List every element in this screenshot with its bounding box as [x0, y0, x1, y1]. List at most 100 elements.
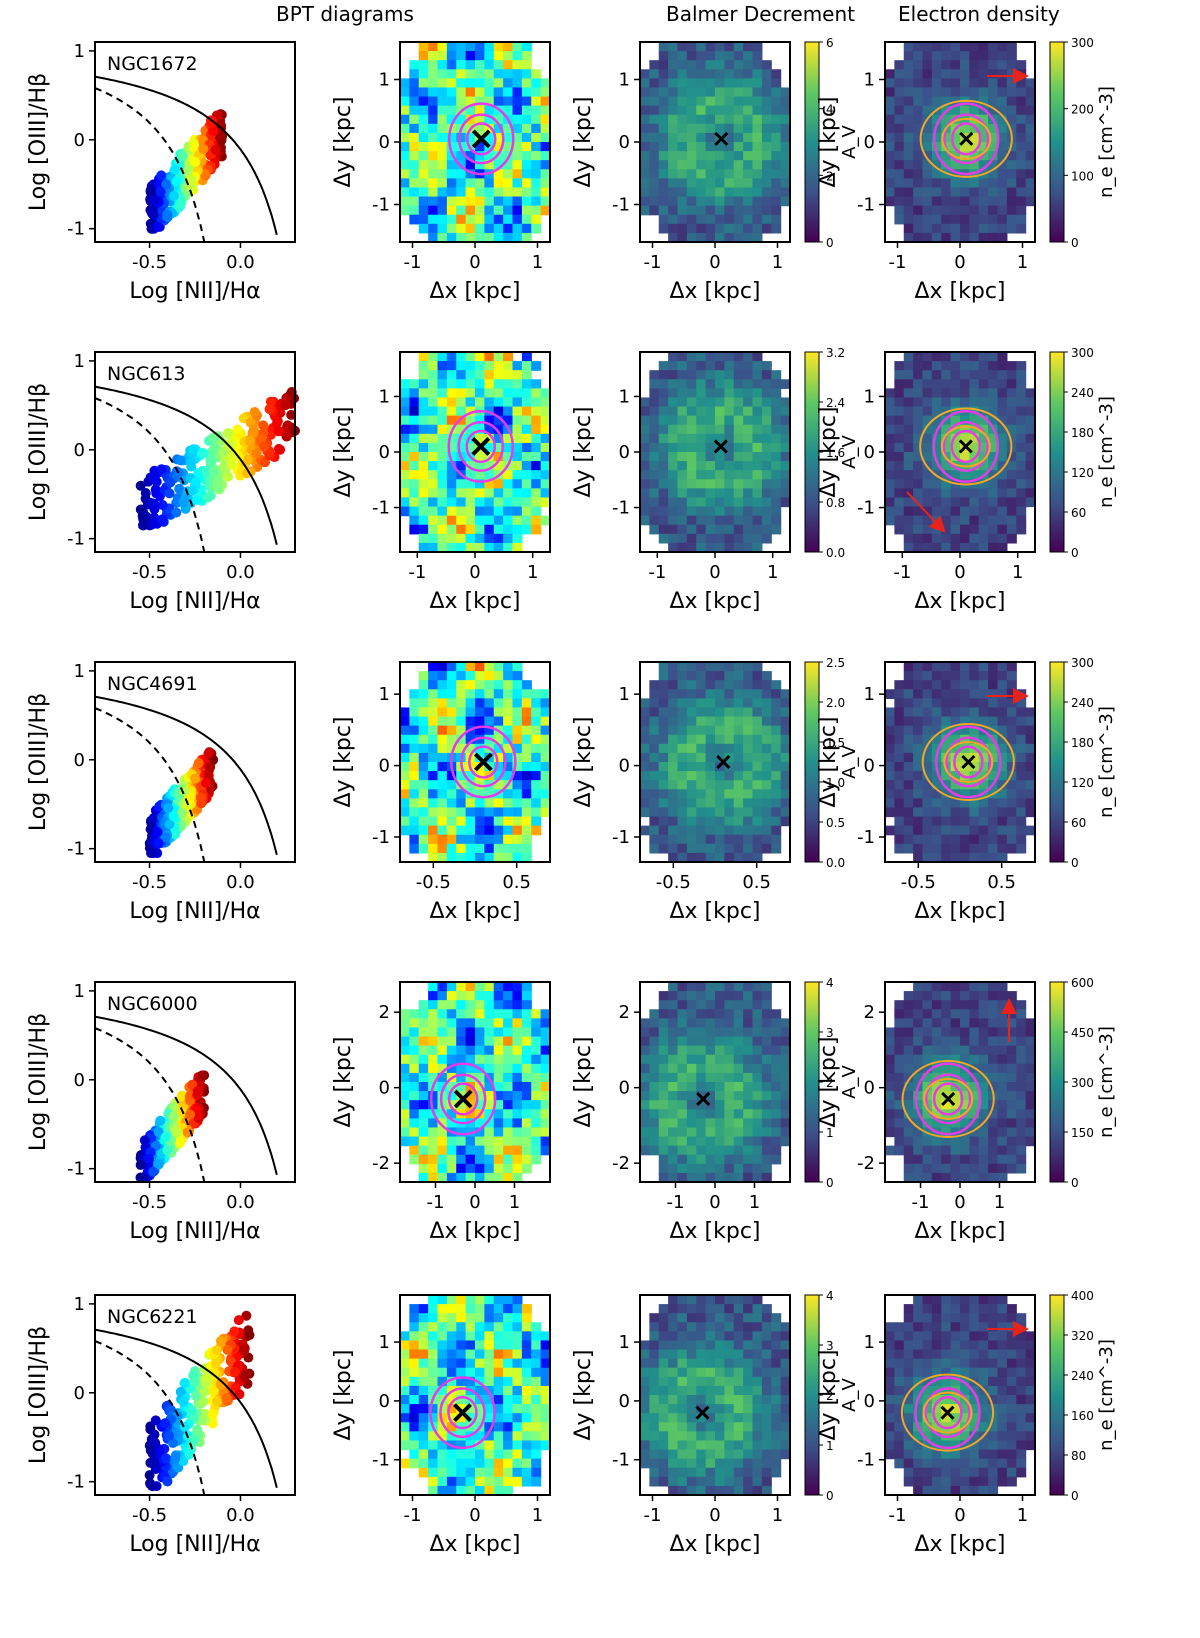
row4-map-pixel	[503, 1127, 514, 1138]
row3-ne-pixel	[997, 716, 1008, 727]
row4-map-pixel	[503, 1063, 514, 1074]
row1-av-pixel	[743, 87, 754, 98]
row4-map-pixel	[540, 1091, 551, 1101]
row1-map-pixel	[437, 51, 448, 61]
row2-map-pixel	[418, 352, 429, 362]
row3-map-pixel	[428, 671, 439, 681]
row1-ne-pixel	[978, 114, 989, 125]
row3-map-pixel	[409, 689, 420, 699]
row4-av-pixel	[686, 1082, 697, 1092]
row4-av-pixel	[771, 1154, 782, 1165]
row2-map-pixel	[493, 361, 504, 371]
row3-map-pixel	[400, 798, 410, 809]
row3-map-pixel	[484, 852, 495, 863]
row1-map-pixel	[409, 60, 420, 70]
row2-map-pixel	[540, 415, 551, 426]
row2-map-pixel	[456, 388, 467, 399]
row2-ne-pixel	[997, 506, 1008, 517]
row4-av-pixel	[715, 1109, 725, 1119]
row3-map-pixel	[540, 716, 551, 727]
row3-map-pixel	[503, 798, 514, 809]
row3-ne-pixel	[922, 825, 933, 836]
row2-map-pixel	[512, 388, 523, 399]
row3-av-pixel	[733, 780, 744, 790]
row1-ne-pixel	[950, 178, 961, 189]
row2-ne-pixel	[894, 433, 905, 444]
row2-map-pixel	[456, 497, 467, 508]
row1-ne-contour-orange	[919, 99, 1013, 178]
row3-map-pixel	[456, 843, 467, 854]
row3-ne-pixel	[1016, 771, 1027, 781]
row1-map-pixel	[428, 123, 439, 134]
row1-av-pixel	[724, 160, 735, 170]
row4-av-pixel	[696, 1063, 707, 1074]
row3-av-pixel	[761, 816, 772, 827]
row2-ne-pixel	[922, 433, 933, 444]
row1-map-pixel	[437, 42, 448, 52]
row4-av-xtick-label: 0	[709, 1192, 720, 1213]
row2-av-pixel	[668, 433, 679, 444]
row4-av-pixel	[686, 1045, 697, 1056]
row2-av-pixel	[724, 379, 735, 389]
row2-av-pixel	[649, 370, 660, 380]
row4-av-pixel	[733, 1054, 744, 1065]
row3-av-pixel	[761, 707, 772, 718]
row4-av-pixel	[640, 1027, 650, 1038]
row3-ne-pixel	[1016, 725, 1027, 736]
row1-av-pixel	[733, 160, 744, 170]
row2-map-pixel	[475, 470, 485, 480]
row2-map-pixel	[512, 415, 523, 426]
row1-map-pixel	[446, 223, 457, 234]
row1-av-pixel	[668, 96, 679, 107]
row3-map-pixel	[493, 752, 504, 763]
row2-bpt-point	[187, 485, 198, 496]
row1-map-pixel	[484, 114, 495, 125]
row2-av-pixel	[715, 415, 725, 426]
row1-ne-xtick-label: 1	[1017, 252, 1028, 273]
row1-av-pixel	[743, 105, 754, 116]
row1-ne-pixel	[997, 60, 1008, 70]
row4-map-pixel	[503, 1172, 514, 1183]
row2-av-pixel	[724, 415, 735, 426]
row3-map-pixel	[540, 734, 551, 745]
row3-av-pixel	[677, 843, 688, 854]
row1-ne-pixel	[1025, 78, 1036, 89]
row2-ne-pixel	[1016, 515, 1027, 526]
row1-ne-pixel	[931, 42, 942, 52]
row3-av-pixel	[640, 716, 650, 727]
row3-av-pixel	[780, 807, 791, 818]
row1-map-pixel	[540, 160, 551, 170]
row1-ne-pixel	[950, 51, 961, 61]
row3-av-pixel	[696, 752, 707, 763]
row1-map-pixel	[428, 232, 439, 243]
row2-ne-pixel	[894, 397, 905, 408]
row2-ne-pixel	[913, 370, 924, 380]
row4-map-pixel	[521, 1082, 532, 1092]
row3-ne-pixel	[960, 798, 970, 809]
row4-av-pixel	[771, 1145, 782, 1156]
row4-bpt-ytick-label: 1	[74, 981, 85, 1002]
row2-map-pixel	[437, 397, 448, 408]
row4-av-pixel	[780, 1072, 791, 1083]
row1-map-pixel	[418, 214, 429, 225]
row3-ne-pixel	[885, 752, 895, 763]
row4-map-pixel	[493, 991, 504, 1001]
row3-av-pixel	[677, 780, 688, 790]
row1-map-pixel	[493, 205, 504, 216]
row3-av-pixel	[649, 843, 660, 854]
row1-ne-pixel	[903, 232, 914, 243]
row4-av-pixel	[752, 982, 763, 992]
row3-ne-pixel	[960, 725, 970, 736]
row1-av-xlabel: Δx [kpc]	[669, 279, 760, 304]
row3-ne-pixel	[885, 689, 895, 699]
row3-map-pixel	[446, 743, 457, 754]
row2-av-pixel	[733, 379, 744, 389]
row2-map-pixel	[418, 397, 429, 408]
row4-av-pixel	[668, 1000, 679, 1010]
row1-ne-pixel	[922, 105, 933, 116]
row3-map-pixel	[409, 780, 420, 790]
row3-ne-pixel	[941, 798, 952, 809]
row1-av-pixel	[696, 151, 707, 161]
row2-map-pixel	[437, 352, 448, 362]
row2-av-pixel	[780, 415, 791, 426]
